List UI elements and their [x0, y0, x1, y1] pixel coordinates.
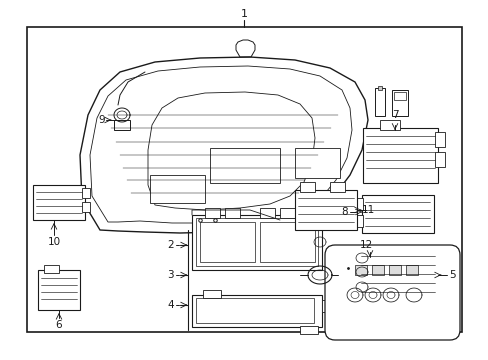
Bar	[299, 326, 317, 334]
Text: 9: 9	[99, 115, 105, 125]
Text: 1: 1	[240, 9, 247, 19]
Bar	[374, 88, 384, 116]
Bar	[357, 248, 437, 306]
Bar	[203, 290, 221, 298]
Bar	[33, 185, 85, 220]
Bar	[362, 128, 437, 183]
Text: 12: 12	[359, 240, 372, 250]
Text: 10: 10	[47, 237, 61, 247]
Bar	[379, 120, 399, 130]
Bar	[192, 215, 321, 270]
Bar	[44, 265, 59, 273]
Bar	[196, 218, 317, 266]
Bar	[294, 190, 356, 230]
Text: 3: 3	[167, 270, 174, 280]
Bar	[329, 182, 345, 192]
Bar	[209, 148, 280, 183]
Bar	[260, 208, 274, 218]
Bar	[38, 270, 80, 310]
Bar	[434, 152, 444, 167]
Bar	[388, 265, 400, 275]
FancyBboxPatch shape	[325, 245, 459, 340]
Bar	[405, 265, 417, 275]
Text: 6: 6	[56, 320, 62, 330]
Bar	[354, 265, 366, 275]
Bar	[321, 300, 333, 312]
Bar	[27, 27, 461, 332]
Text: 5: 5	[448, 270, 455, 280]
Bar	[391, 90, 407, 116]
Bar	[82, 188, 90, 198]
Bar	[371, 265, 383, 275]
Bar	[349, 198, 362, 210]
Bar	[299, 182, 314, 192]
Bar	[294, 148, 339, 178]
Bar	[224, 208, 240, 218]
Text: 7: 7	[391, 110, 398, 120]
Bar	[260, 222, 314, 262]
Text: 4: 4	[167, 300, 174, 310]
Bar	[114, 120, 130, 130]
Bar	[196, 298, 313, 323]
Bar	[200, 222, 254, 262]
Bar	[150, 175, 204, 203]
Text: 11: 11	[361, 205, 374, 215]
Bar	[349, 215, 362, 227]
Bar	[434, 132, 444, 147]
Text: 2: 2	[167, 240, 174, 250]
Bar	[82, 202, 90, 212]
Text: 8: 8	[341, 207, 347, 217]
Bar	[192, 295, 321, 327]
Bar	[361, 195, 433, 233]
Bar	[393, 92, 405, 100]
Bar	[204, 208, 220, 218]
Bar	[280, 208, 294, 218]
